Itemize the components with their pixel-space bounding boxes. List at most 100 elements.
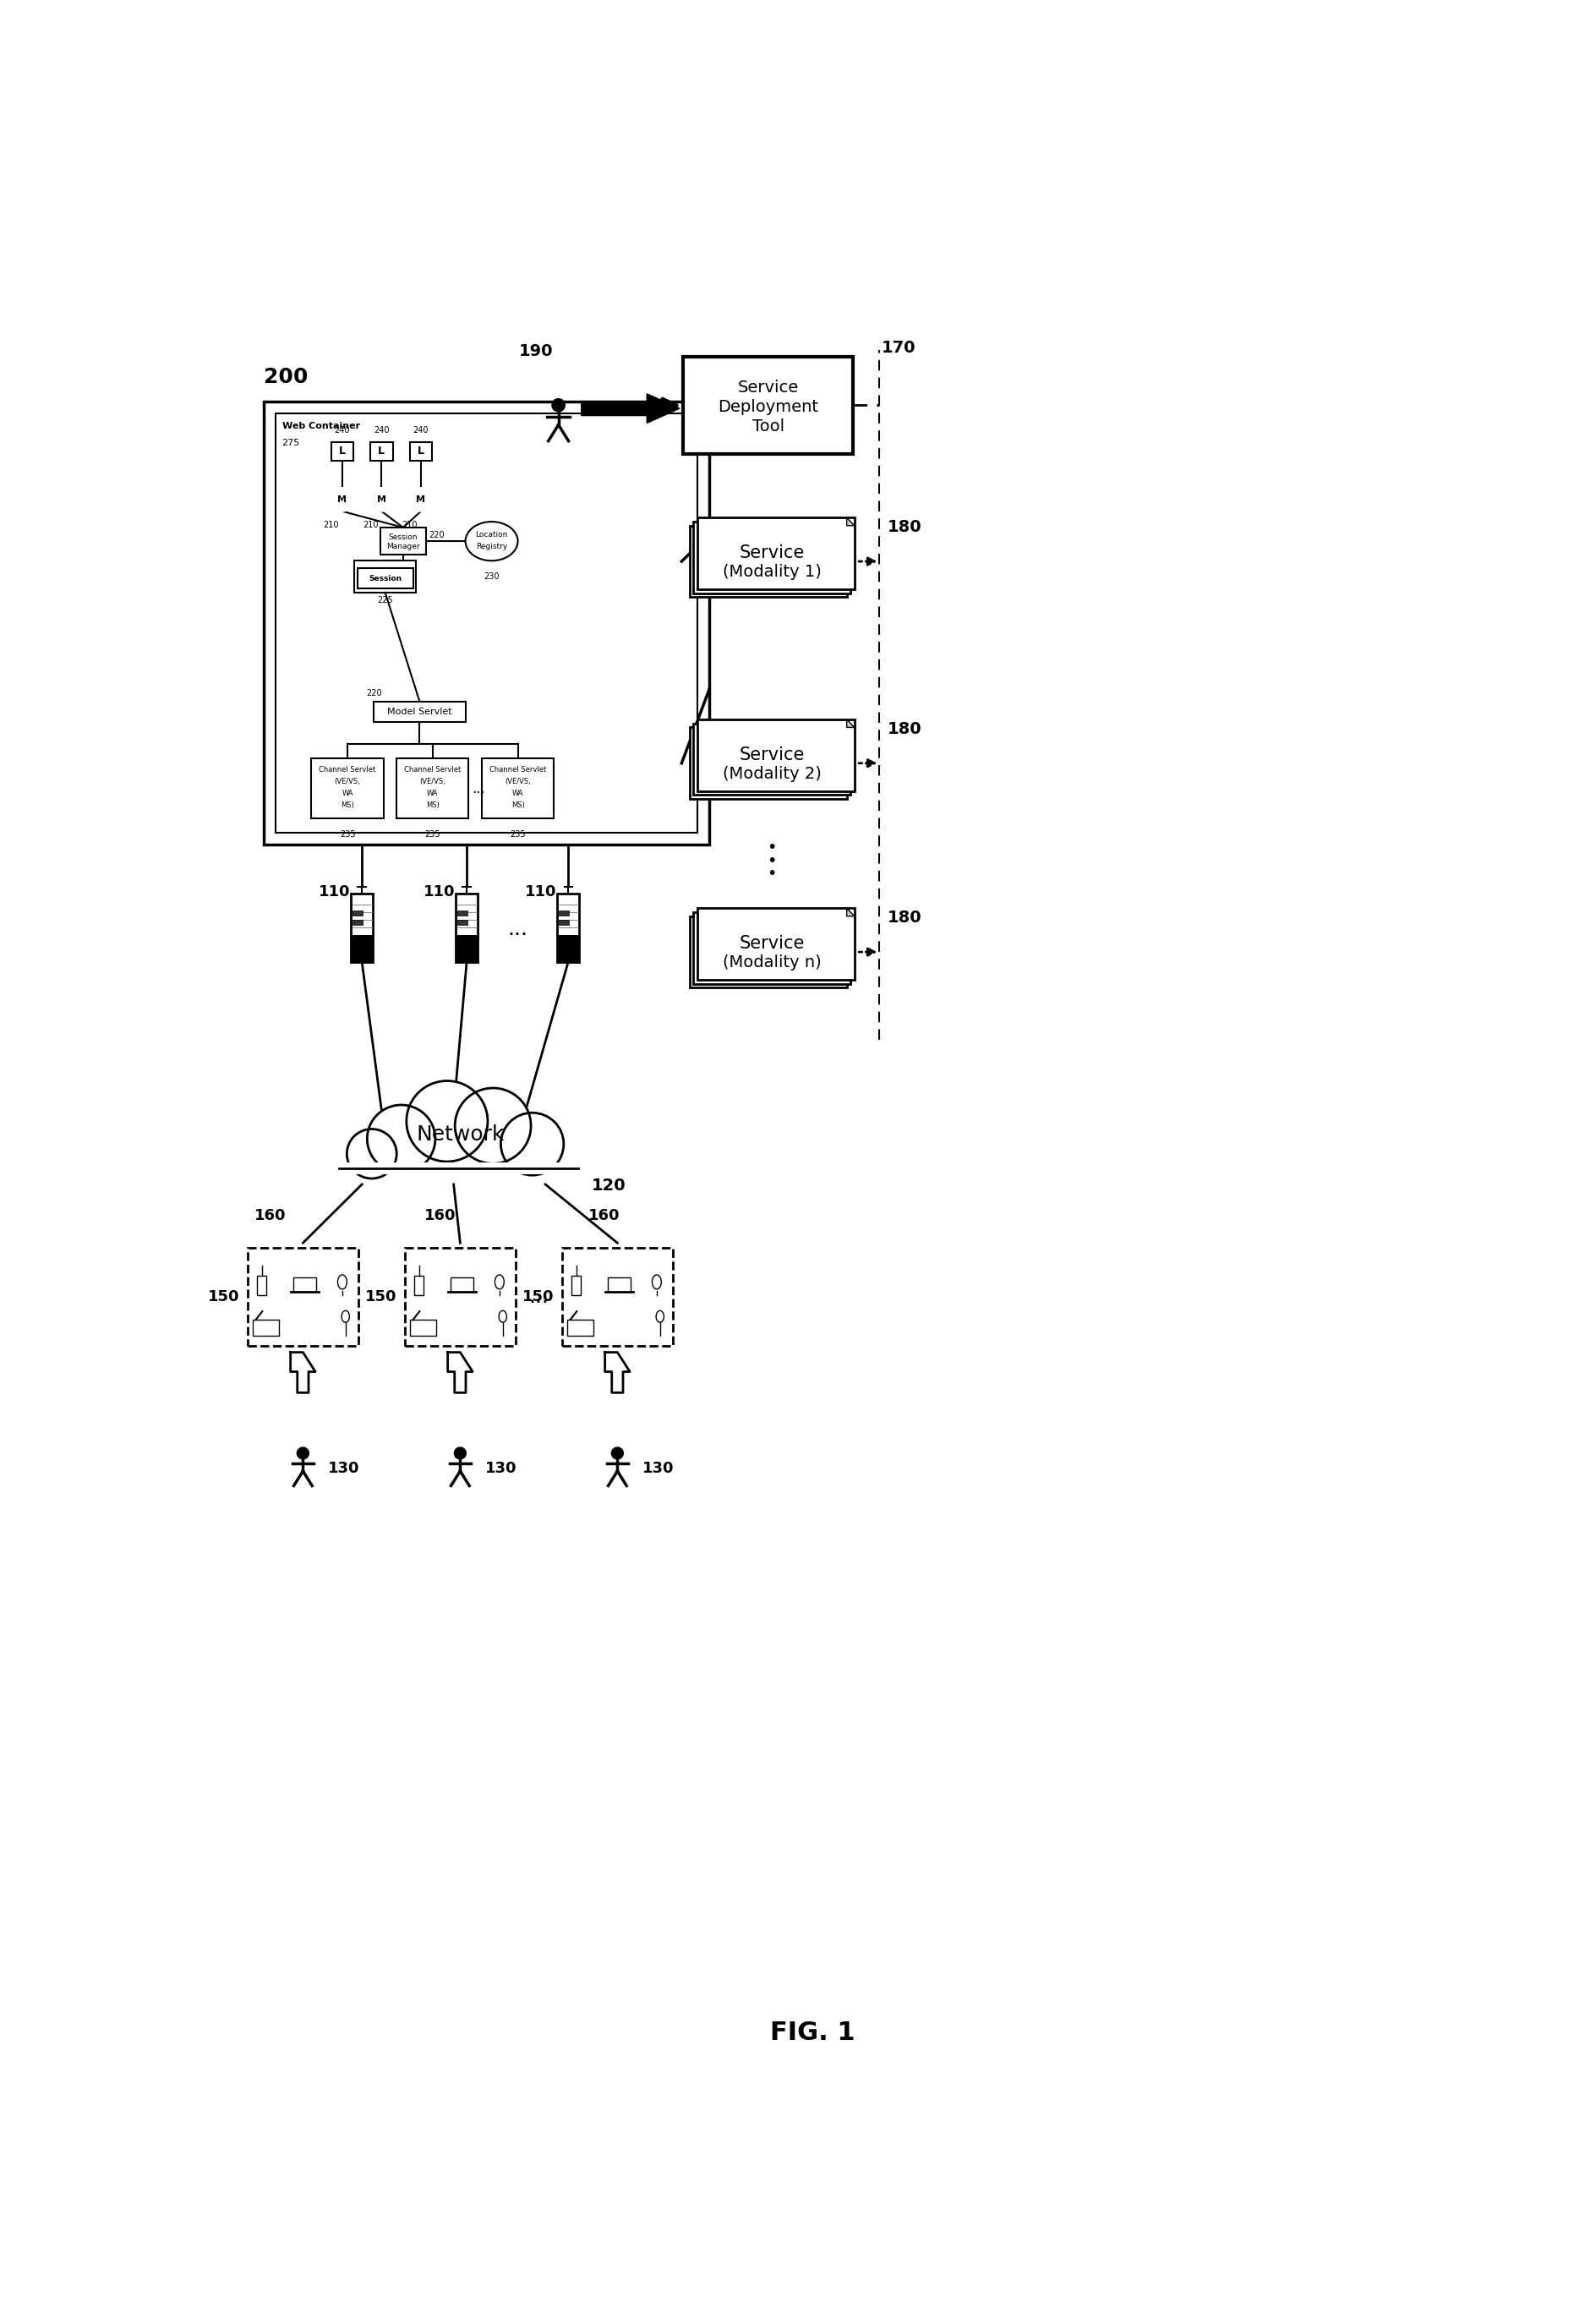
FancyBboxPatch shape xyxy=(558,892,580,937)
Text: Service: Service xyxy=(739,544,805,562)
Text: 210: 210 xyxy=(403,521,417,530)
Text: 180: 180 xyxy=(888,521,921,535)
Text: MS): MS) xyxy=(426,802,439,809)
FancyBboxPatch shape xyxy=(247,1248,358,1346)
FancyBboxPatch shape xyxy=(374,702,466,723)
FancyBboxPatch shape xyxy=(331,442,353,460)
Text: 110: 110 xyxy=(319,885,350,899)
FancyBboxPatch shape xyxy=(455,892,477,937)
FancyBboxPatch shape xyxy=(353,560,417,593)
FancyBboxPatch shape xyxy=(697,518,854,590)
FancyBboxPatch shape xyxy=(689,727,846,799)
Circle shape xyxy=(409,488,433,511)
Text: •: • xyxy=(767,867,777,881)
FancyBboxPatch shape xyxy=(414,1276,423,1294)
Text: 130: 130 xyxy=(485,1459,517,1476)
Polygon shape xyxy=(290,1353,315,1392)
Polygon shape xyxy=(843,723,851,732)
Text: 220: 220 xyxy=(366,690,382,697)
Text: Channel Servlet: Channel Servlet xyxy=(490,765,547,774)
FancyBboxPatch shape xyxy=(353,911,363,916)
FancyBboxPatch shape xyxy=(312,758,384,818)
FancyBboxPatch shape xyxy=(252,1320,279,1336)
FancyBboxPatch shape xyxy=(482,758,553,818)
Text: 210: 210 xyxy=(363,521,379,530)
FancyBboxPatch shape xyxy=(560,911,569,916)
Polygon shape xyxy=(838,727,846,734)
Text: FIG. 1: FIG. 1 xyxy=(770,2020,854,2045)
Text: 210: 210 xyxy=(323,521,339,530)
Text: 190: 190 xyxy=(518,344,553,360)
Polygon shape xyxy=(843,521,851,530)
Polygon shape xyxy=(846,518,854,525)
Text: (Modality n): (Modality n) xyxy=(723,955,821,971)
FancyBboxPatch shape xyxy=(380,528,426,555)
FancyBboxPatch shape xyxy=(693,913,851,983)
Ellipse shape xyxy=(656,1311,664,1322)
Ellipse shape xyxy=(342,1311,349,1322)
Text: Session: Session xyxy=(369,574,401,581)
FancyBboxPatch shape xyxy=(293,1278,315,1292)
Text: 180: 180 xyxy=(888,720,921,737)
Text: L: L xyxy=(339,446,346,458)
FancyBboxPatch shape xyxy=(689,525,846,597)
Text: Deployment: Deployment xyxy=(718,400,818,416)
Text: (Modality 1): (Modality 1) xyxy=(723,565,821,581)
Text: Manager: Manager xyxy=(387,541,420,551)
Text: 220: 220 xyxy=(428,530,444,539)
Text: WA: WA xyxy=(512,790,523,797)
Text: Web Container: Web Container xyxy=(282,421,360,430)
FancyBboxPatch shape xyxy=(357,567,414,588)
FancyBboxPatch shape xyxy=(560,920,569,925)
Ellipse shape xyxy=(466,521,518,560)
FancyBboxPatch shape xyxy=(404,1248,515,1346)
Polygon shape xyxy=(838,916,846,925)
Text: 160: 160 xyxy=(425,1208,456,1222)
FancyBboxPatch shape xyxy=(276,414,697,832)
Polygon shape xyxy=(846,909,854,916)
Text: Tool: Tool xyxy=(751,418,785,435)
Text: 150: 150 xyxy=(521,1290,553,1304)
Text: (Modality 2): (Modality 2) xyxy=(723,767,821,781)
Text: Session: Session xyxy=(388,532,418,541)
Polygon shape xyxy=(582,393,680,423)
FancyBboxPatch shape xyxy=(567,1320,593,1336)
FancyBboxPatch shape xyxy=(561,1248,674,1346)
Text: 110: 110 xyxy=(525,885,556,899)
FancyBboxPatch shape xyxy=(697,909,854,981)
FancyBboxPatch shape xyxy=(693,521,851,593)
Text: L: L xyxy=(417,446,425,458)
Text: Service: Service xyxy=(739,934,805,953)
Text: 230: 230 xyxy=(483,572,499,581)
Circle shape xyxy=(501,1113,564,1176)
Text: M: M xyxy=(377,495,387,504)
Text: 130: 130 xyxy=(642,1459,674,1476)
Text: (VE/VS,: (VE/VS, xyxy=(506,779,531,786)
Text: 180: 180 xyxy=(888,911,921,925)
Text: M: M xyxy=(338,495,347,504)
Ellipse shape xyxy=(499,1311,507,1322)
Circle shape xyxy=(406,1081,488,1162)
Text: •: • xyxy=(767,839,777,855)
FancyBboxPatch shape xyxy=(350,892,372,937)
Text: L: L xyxy=(379,446,385,458)
Text: 235: 235 xyxy=(425,830,441,839)
FancyBboxPatch shape xyxy=(257,1276,266,1294)
FancyBboxPatch shape xyxy=(572,1276,580,1294)
Text: 160: 160 xyxy=(588,1208,620,1222)
Text: Channel Servlet: Channel Servlet xyxy=(404,765,461,774)
Text: 275: 275 xyxy=(282,439,300,446)
Text: (VE/VS,: (VE/VS, xyxy=(334,779,360,786)
Text: Service: Service xyxy=(737,379,799,395)
Text: 240: 240 xyxy=(414,425,428,435)
Text: MS): MS) xyxy=(512,802,525,809)
Text: Network: Network xyxy=(415,1125,504,1143)
Circle shape xyxy=(347,1129,396,1178)
Text: 225: 225 xyxy=(377,597,393,604)
Text: ...: ... xyxy=(529,1287,548,1306)
Text: 130: 130 xyxy=(328,1459,360,1476)
Text: 240: 240 xyxy=(334,425,350,435)
Circle shape xyxy=(368,1104,436,1174)
Text: 150: 150 xyxy=(365,1290,396,1304)
Text: M: M xyxy=(417,495,425,504)
